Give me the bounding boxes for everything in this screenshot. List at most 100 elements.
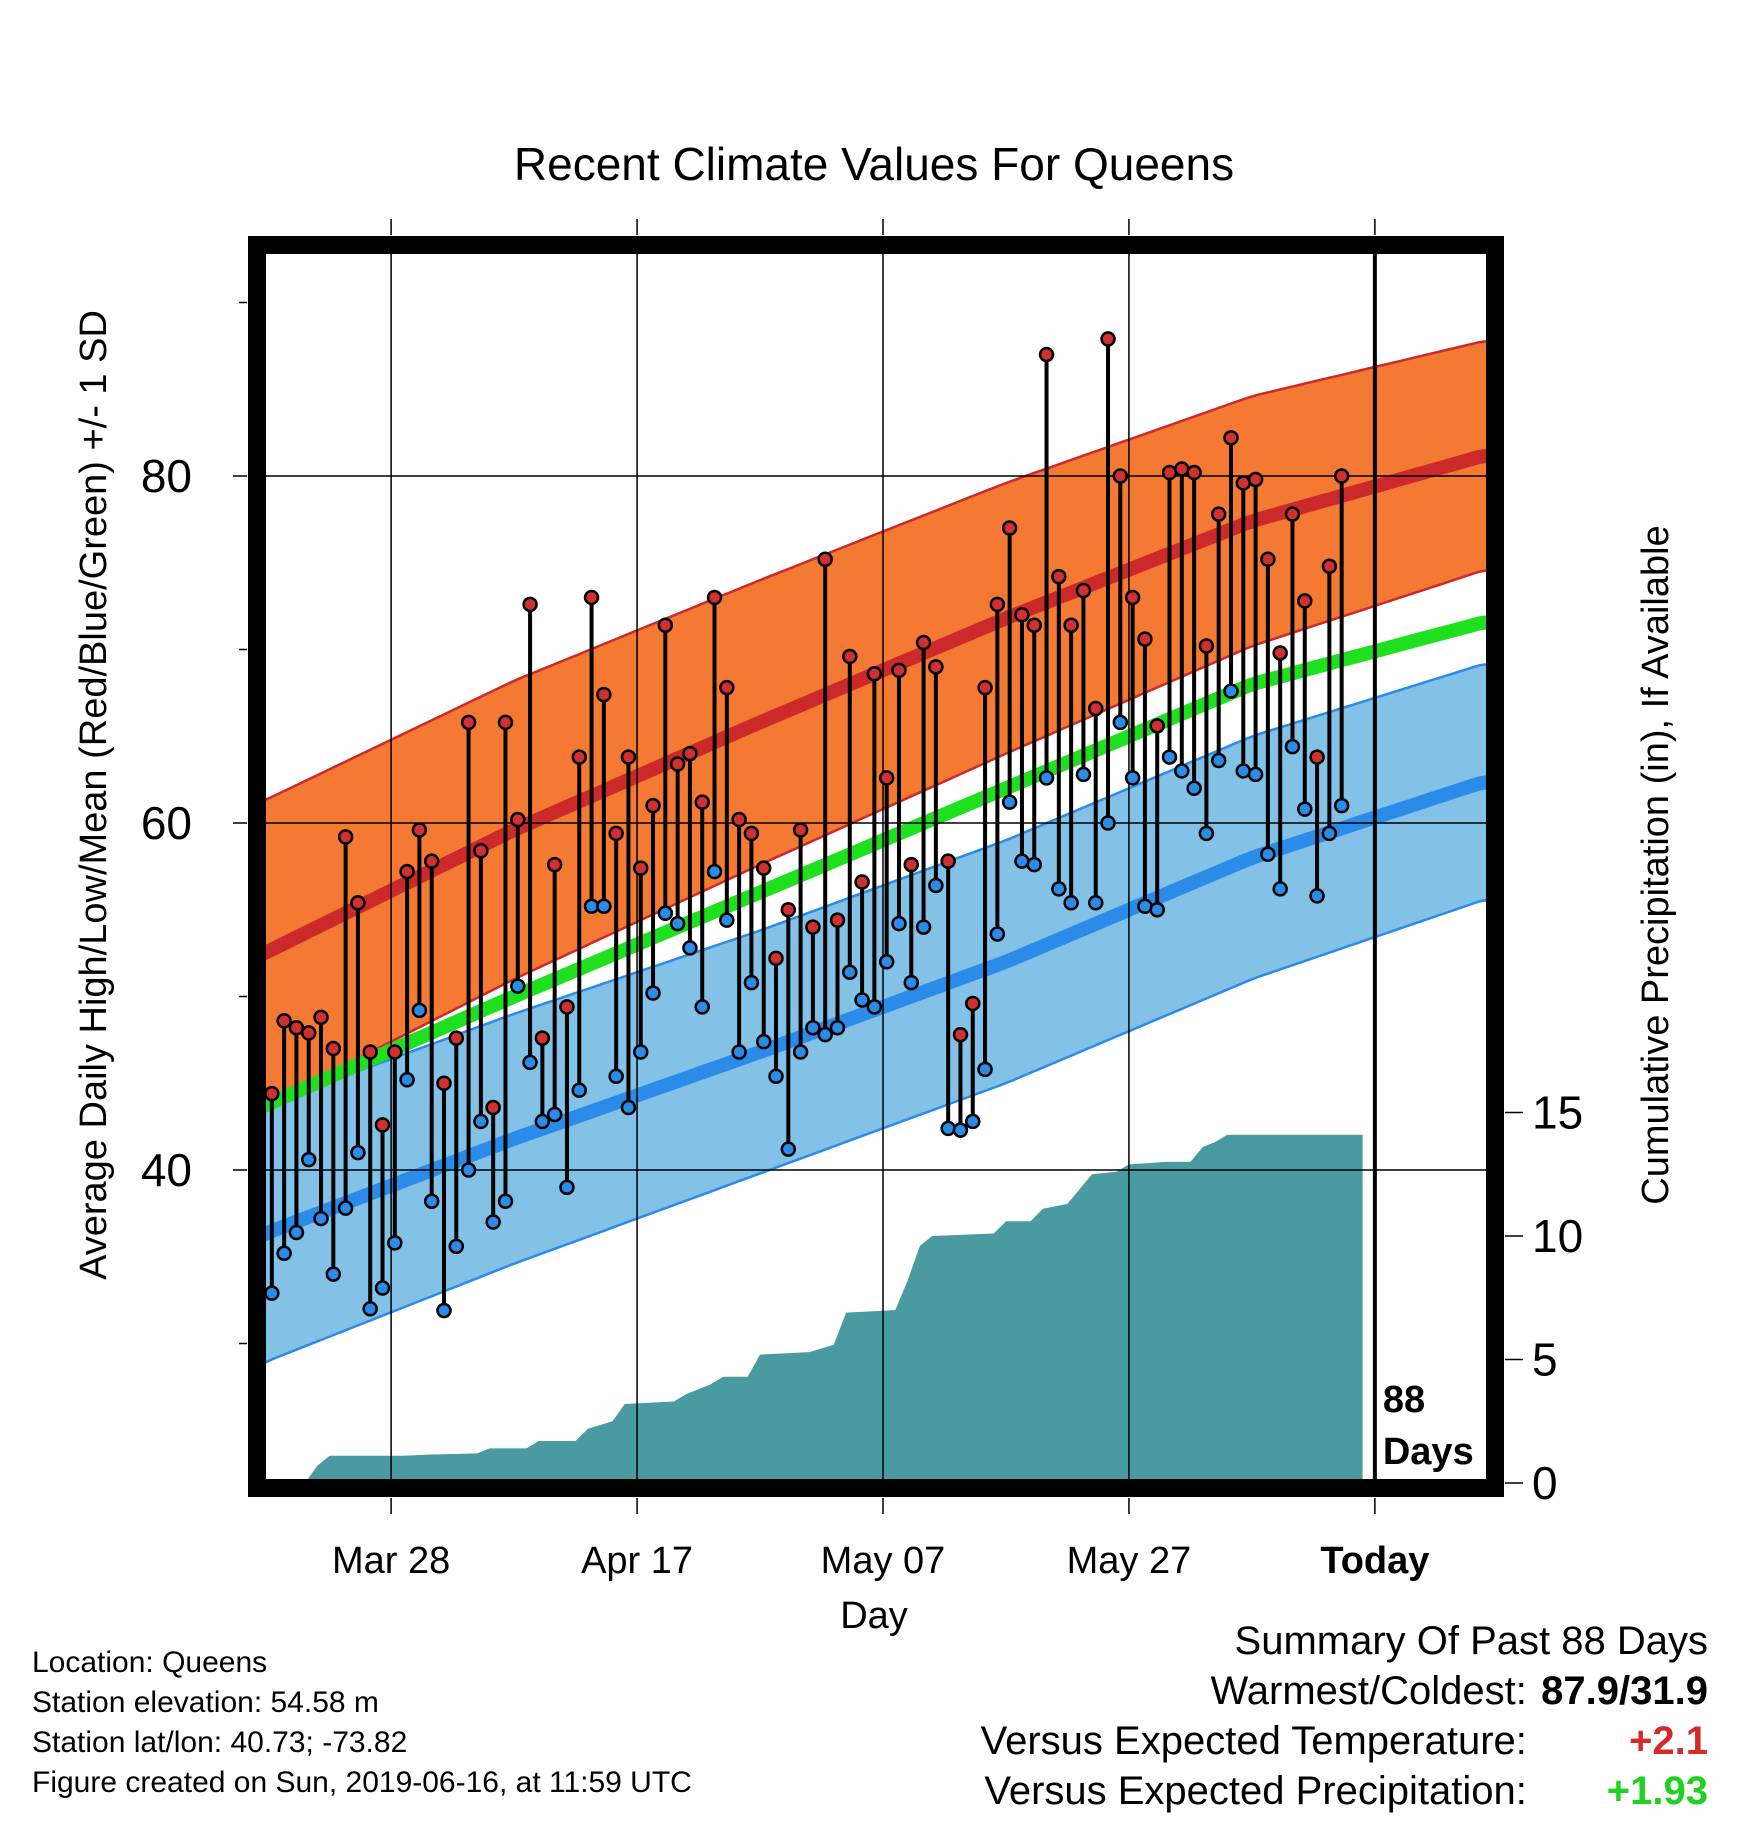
x-tick-label: May 27 [1067,1540,1192,1582]
daily-low-point [362,1301,378,1317]
daily-high-point [1186,464,1202,481]
daily-high-point [1001,520,1018,536]
daily-high-point [423,853,440,869]
daily-low-point [374,1280,391,1296]
daily-high-point [497,714,514,731]
daily-high-point [1137,631,1153,647]
daily-low-point [706,863,723,880]
daily-high-point [1038,346,1055,363]
daily-high-point [1087,700,1104,717]
y2-tick-label: 5 [1532,1334,1558,1386]
daily-high-point [608,825,624,842]
daily-high-point [1075,582,1092,599]
x-tick-label: Mar 28 [332,1540,450,1582]
y2-tick-label: 10 [1532,1210,1583,1262]
station-info: Location: Queens Station elevation: 54.5… [32,1643,692,1803]
daily-low-point [805,1019,821,1036]
daily-high-point [1235,475,1252,491]
y-tick-label: 80 [141,450,192,502]
daily-high-point [755,860,772,876]
created-text: Figure created on Sun, 2019-06-16, at 11… [32,1766,692,1799]
daily-low-point [1100,815,1116,831]
chart-title: Recent Climate Values For Queens [514,138,1234,190]
daily-high-point [362,1044,378,1060]
daily-low-point [436,1302,452,1319]
summary-panel: Summary Of Past 88 Days Warmest/Coldest:… [981,1616,1708,1816]
daily-low-point [755,1033,772,1050]
daily-high-point [300,1025,317,1041]
daily-low-point [928,877,944,894]
daily-high-point [878,770,895,786]
daily-high-point [510,811,526,828]
daily-high-point [632,860,649,876]
daily-high-point [829,912,846,928]
daily-high-point [731,811,747,828]
daily-low-point [682,940,698,956]
daily-high-point [313,1009,329,1026]
daily-low-point [350,1144,366,1161]
daily-low-point [411,1002,428,1019]
daily-high-point [706,589,723,606]
daily-low-point [596,898,612,915]
y-tick-label: 60 [141,797,192,849]
warmest-coldest-value: 87.9/31.9 [1541,1669,1708,1713]
daily-low-point [1112,714,1129,731]
plot-frame [248,236,1504,1497]
x-tick-label: May 07 [821,1540,946,1582]
daily-high-point [473,843,489,859]
y-tick-label: 40 [141,1144,192,1196]
daily-low-point [485,1214,501,1230]
daily-low-point [313,1210,329,1227]
daily-low-point [1137,898,1153,915]
daily-high-point [694,794,710,810]
daily-low-point [792,1044,809,1060]
summary-precip-row: Versus Expected Precipitation: +1.93 [981,1766,1708,1816]
daily-low-point [399,1072,415,1088]
daily-low-point [1124,770,1141,786]
daily-low-point [743,974,760,991]
daily-low-point [546,1106,563,1123]
daily-high-point [264,1085,280,1102]
daily-low-point [878,954,895,970]
daily-high-point [989,596,1006,613]
daily-low-point [1210,752,1227,769]
daily-high-point [1026,617,1042,633]
daily-high-point [448,1030,465,1046]
daily-low-point [632,1044,649,1060]
daily-low-point [1272,881,1288,897]
daily-low-point [977,1061,993,1078]
daily-low-point [854,992,870,1008]
daily-high-point [1284,506,1301,522]
daily-low-point [497,1193,514,1209]
daily-low-point [608,1068,624,1085]
daily-low-point [1297,801,1313,817]
daily-low-point [1174,763,1190,779]
daily-high-point [374,1117,391,1133]
daily-low-point [965,1113,981,1130]
daily-low-point [288,1224,305,1241]
daily-low-point [571,1082,588,1098]
temp-anomaly-value: +2.1 [1629,1719,1708,1763]
daily-high-point [559,999,575,1015]
daily-high-point [1272,645,1288,661]
high-band-lower-edge [262,569,1488,1109]
daily-low-point [1321,825,1338,842]
daily-high-point [645,797,661,814]
daily-high-point [903,856,920,873]
x-axis-label: Day [840,1595,908,1637]
daily-low-point [645,985,661,1001]
daily-high-point [1149,718,1165,734]
daily-high-point [682,745,698,762]
daily-high-point [915,634,932,651]
low-band-lower-edge [262,898,1488,1366]
daily-high-point [866,666,883,682]
normal-mean-line [262,615,1488,1115]
daily-low-point [473,1113,489,1130]
daily-high-point [387,1044,403,1060]
daily-low-point [1198,825,1215,842]
daily-high-point [669,756,686,772]
daily-high-point [768,950,784,967]
daily-low-point [1051,881,1067,897]
daily-low-point [510,978,526,994]
